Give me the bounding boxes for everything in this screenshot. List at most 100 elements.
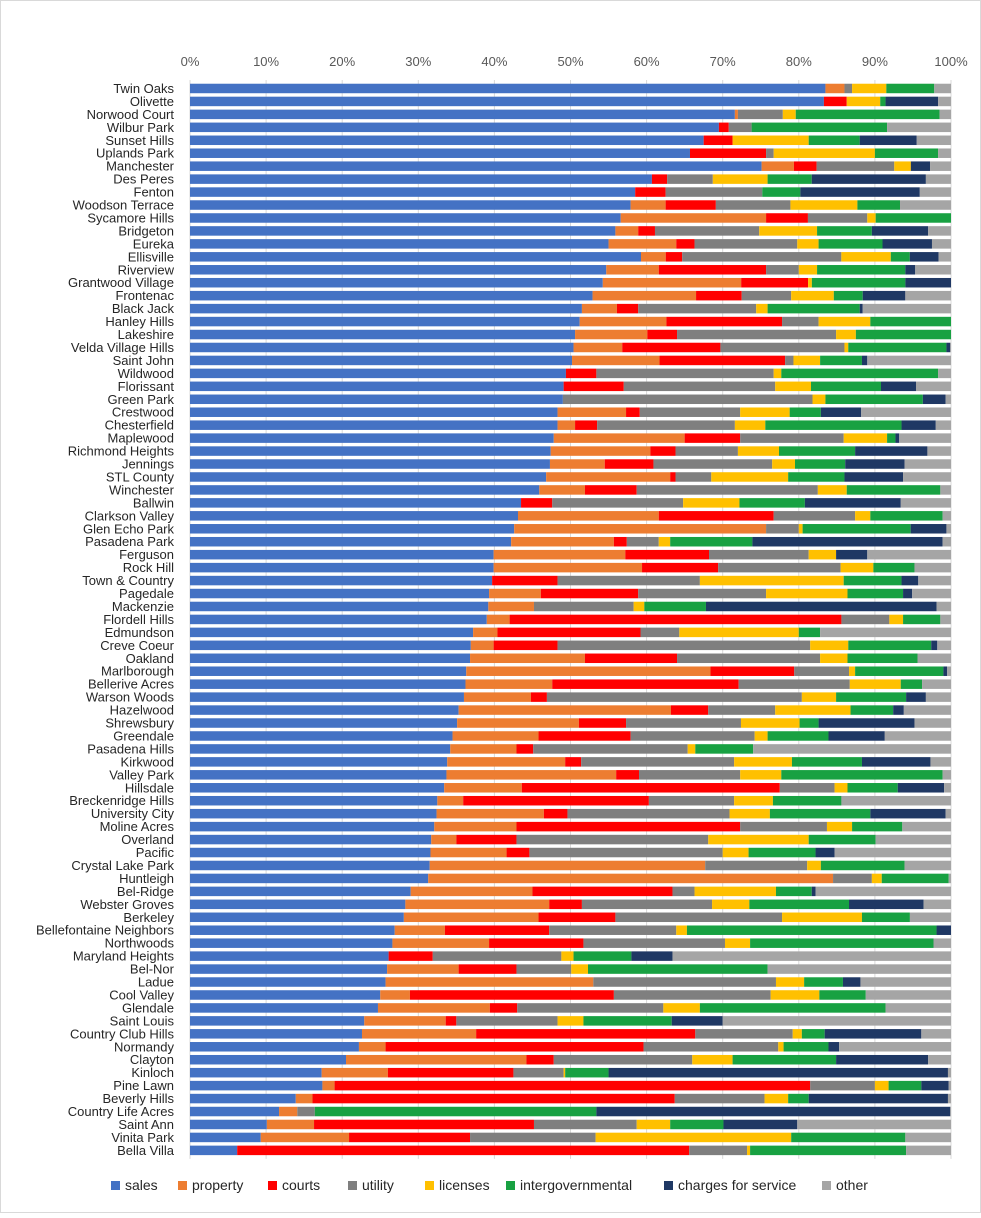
bar-segment-courts (463, 795, 649, 806)
bar-segment-property (452, 731, 539, 741)
bar-segment-licenses (699, 575, 844, 586)
bar-row (190, 990, 951, 1000)
bar-segment-utility (470, 1132, 596, 1143)
bar-segment-sales (190, 614, 487, 625)
bar-segment-utility (615, 912, 783, 923)
bar-segment-other (950, 1106, 951, 1117)
bar-segment-other (867, 355, 951, 366)
bar-segment-intergovernmental (880, 96, 886, 107)
bar-row (190, 394, 951, 405)
category-label: Overland (121, 832, 174, 847)
bar-segment-utility (841, 614, 890, 625)
bar-segment-charges-for-service (901, 575, 919, 586)
bar-segment-intergovernmental (847, 588, 904, 599)
bar-segment-intergovernmental (843, 575, 902, 586)
legend-label: licenses (439, 1177, 490, 1193)
bar-segment-other (903, 705, 951, 715)
bar-segment-other (903, 472, 951, 482)
bar-segment-sales (190, 562, 494, 573)
bar-segment-intergovernmental (798, 627, 821, 638)
category-label: Bellerive Acres (88, 677, 174, 692)
category-label: Huntleigh (119, 871, 174, 886)
legend-swatch (111, 1181, 120, 1190)
bar-segment-charges-for-service (608, 1067, 948, 1078)
bar-segment-property (364, 1016, 446, 1026)
bar-segment-intergovernmental (788, 1093, 809, 1104)
bar-segment-courts (521, 498, 553, 508)
bar-row (190, 303, 951, 314)
bar-segment-sales (190, 226, 616, 236)
bar-segment-charges-for-service (855, 446, 928, 456)
bar-segment-intergovernmental (833, 290, 863, 301)
bar-segment-licenses (734, 420, 766, 430)
bar-segment-property (602, 277, 742, 288)
bar-segment-sales (190, 795, 438, 806)
bar-segment-other (942, 536, 951, 547)
bar-segment-other (917, 653, 951, 664)
bar-segment-utility (844, 83, 853, 94)
bar-segment-intergovernmental (775, 886, 812, 897)
bar-segment-intergovernmental (818, 239, 883, 249)
bar-segment-utility (816, 161, 895, 171)
bar-segment-licenses (801, 692, 837, 702)
bar-segment-intergovernmental (789, 407, 821, 417)
bar-segment-other (945, 394, 951, 405)
bar-segment-utility (794, 666, 850, 676)
bar-segment-licenses (778, 1042, 784, 1052)
bar-segment-licenses (658, 536, 671, 547)
bar-segment-intergovernmental (804, 977, 843, 987)
bar-segment-courts (492, 575, 558, 586)
bar-segment-sales (190, 83, 826, 94)
bar-segment-other (934, 83, 951, 94)
bar-segment-other (815, 886, 951, 897)
bar-segment-utility (562, 394, 813, 405)
bar-segment-sales (190, 731, 453, 741)
bar-segment-intergovernmental (848, 640, 932, 651)
bar-segment-property (557, 420, 576, 430)
bar-segment-licenses (874, 1080, 889, 1091)
bar-segment-utility (766, 524, 799, 534)
bar-segment-charges-for-service (808, 1093, 948, 1104)
bar-segment-licenses (808, 549, 837, 560)
bar-segment-courts (349, 1132, 471, 1143)
bar-segment-utility (720, 342, 845, 353)
bar-segment-courts (710, 666, 795, 676)
bar-segment-property (573, 342, 623, 353)
bar-segment-charges-for-service (820, 407, 862, 417)
bar-segment-sales (190, 498, 522, 508)
bar-segment-charges-for-service (631, 951, 673, 961)
bar-segment-licenses (561, 951, 574, 961)
bar-segment-intergovernmental (670, 536, 753, 547)
bar-segment-licenses (729, 808, 770, 819)
category-label: Twin Oaks (113, 81, 174, 96)
bar-row (190, 692, 951, 702)
category-label: Sunset Hills (105, 133, 174, 148)
bar-segment-property (410, 886, 533, 897)
bar-segment-licenses (663, 1003, 700, 1013)
bar-segment-property (575, 329, 648, 340)
bar-segment-intergovernmental (801, 1029, 825, 1039)
bar-segment-sales (190, 1145, 238, 1156)
bar-segment-property (470, 653, 585, 664)
bar-segment-charges-for-service (811, 886, 816, 897)
bar-segment-sales (190, 1093, 296, 1104)
bar-row (190, 977, 951, 987)
bar-segment-intergovernmental (748, 847, 816, 858)
bar-segment-charges-for-service (596, 1106, 951, 1117)
bar-segment-licenses (633, 601, 645, 612)
bar-segment-licenses (773, 368, 782, 379)
bar-segment-sales (190, 316, 580, 327)
bar-segment-other (767, 964, 951, 974)
category-label: Pine Lawn (113, 1078, 174, 1093)
bar-segment-intergovernmental (732, 1054, 837, 1065)
bar-segment-charges-for-service (882, 239, 932, 249)
bar-segment-charges-for-service (895, 433, 900, 443)
bar-segment-other (860, 977, 951, 987)
bar-segment-sales (190, 342, 574, 353)
bar-segment-property (620, 213, 767, 223)
bar-segment-utility (675, 446, 738, 456)
bar-segment-courts (489, 938, 584, 948)
bar-segment-courts (666, 316, 783, 327)
bar-segment-sales (190, 770, 447, 780)
bar-segment-licenses (817, 485, 847, 495)
